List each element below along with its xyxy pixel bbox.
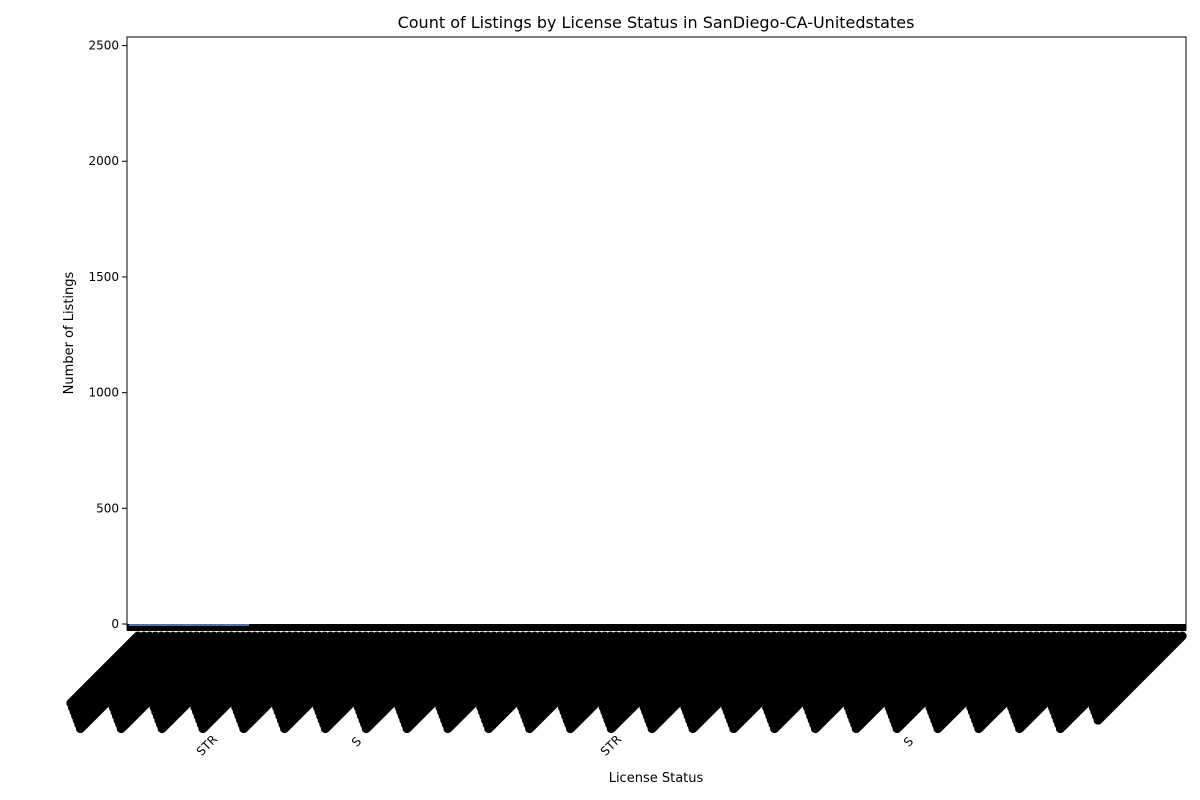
x-tick-label-str-1: STR bbox=[194, 732, 220, 758]
y-tick-label: 2500 bbox=[88, 39, 119, 53]
y-tick-label: 0 bbox=[111, 617, 119, 631]
x-tick-label-s-2: S bbox=[901, 734, 916, 749]
x-tick-label bbox=[1093, 631, 1187, 725]
chart-title: Count of Listings by License Status in S… bbox=[398, 13, 915, 32]
y-tick-label: 500 bbox=[96, 501, 119, 515]
x-axis-label: License Status bbox=[609, 771, 704, 786]
x-tick-label-str-2: STR bbox=[598, 732, 624, 758]
zero-level-bar-band bbox=[127, 624, 1186, 631]
y-tick-label: 2000 bbox=[88, 154, 119, 168]
y-axis: 0 500 1000 1500 2000 2500 bbox=[88, 39, 127, 631]
x-tick-label-s-1: S bbox=[349, 734, 364, 749]
x-axis-tick-labels bbox=[66, 631, 1187, 734]
low-bars-blue bbox=[129, 624, 249, 626]
plot-area bbox=[126, 36, 1187, 631]
y-tick-label: 1500 bbox=[88, 270, 119, 284]
y-axis-label: Number of Listings bbox=[62, 271, 77, 394]
y-tick-label: 1000 bbox=[88, 386, 119, 400]
